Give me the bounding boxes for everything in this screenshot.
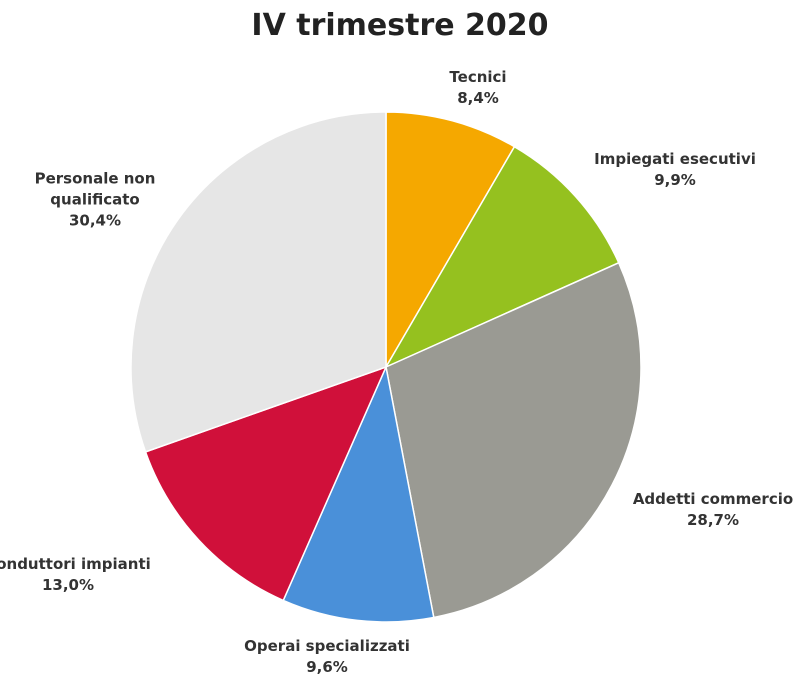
slice-label: Addetti commercio 28,7% xyxy=(618,489,800,531)
slice-label: Impiegati esecutivi 9,9% xyxy=(580,149,770,191)
slice-value: 9,9% xyxy=(654,171,696,189)
chart-title: IV trimestre 2020 xyxy=(251,8,549,43)
slice-name: Addetti commercio xyxy=(632,490,794,508)
slice-label: Tecnici 8,4% xyxy=(383,67,573,109)
slice-name: Tecnici xyxy=(449,68,507,86)
slice-value: 8,4% xyxy=(457,89,499,107)
pie-slice xyxy=(144,365,388,602)
slice-label: Operai specializzati 9,6% xyxy=(232,636,422,678)
slice-label: Conduttori impianti 13,0% xyxy=(0,554,163,596)
slice-value: 9,6% xyxy=(306,658,348,676)
pie-slice xyxy=(384,145,620,369)
slice-name: Operai specializzati xyxy=(244,637,410,655)
slice-value: 30,4% xyxy=(68,211,122,230)
slice-name: Conduttori impianti xyxy=(0,555,151,573)
pie-slice xyxy=(385,111,516,370)
pie-slice xyxy=(385,261,642,619)
slice-value: 13,0% xyxy=(41,576,95,594)
slice-label: Personale non qualificato 30,4% xyxy=(20,169,170,232)
pie-slice xyxy=(282,364,435,623)
pie-slice xyxy=(130,111,387,453)
slice-value: 28,7% xyxy=(686,511,740,529)
slice-name: Personale non qualificato xyxy=(34,169,156,209)
slice-name: Impiegati esecutivi xyxy=(594,150,756,168)
